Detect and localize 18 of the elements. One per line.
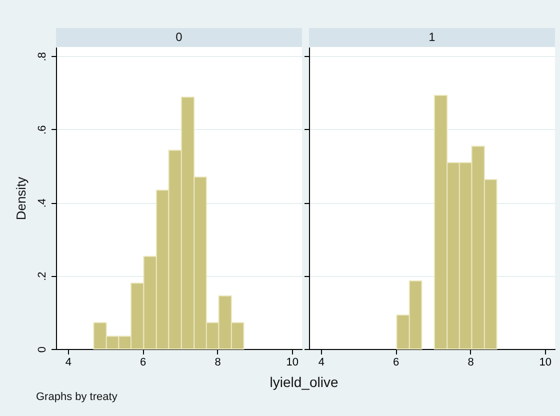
x-tick-label: 6 bbox=[393, 356, 400, 368]
x-tick-label: 10 bbox=[286, 356, 299, 368]
x-tick-label: 4 bbox=[318, 356, 325, 368]
x-tick-label: 10 bbox=[539, 356, 552, 368]
chart-title: 1 bbox=[309, 28, 555, 47]
x-tick-label: 6 bbox=[140, 356, 146, 368]
y-tick-label: .4 bbox=[36, 198, 48, 208]
x-axis-title: lyield_olive bbox=[268, 374, 340, 390]
x-tick-label: 4 bbox=[65, 356, 72, 368]
y-tick-label: .2 bbox=[36, 272, 48, 281]
x-tick-label: 8 bbox=[468, 356, 474, 368]
y-axis-title: Density bbox=[14, 176, 28, 220]
y-tick-label: .6 bbox=[36, 125, 48, 134]
text: Graphs by treaty bbox=[36, 391, 118, 403]
x-tick-label: 8 bbox=[214, 356, 221, 368]
chart-title: 0 bbox=[56, 28, 302, 47]
y-tick-label: 0 bbox=[36, 346, 48, 353]
y-tick-label: .8 bbox=[36, 52, 48, 62]
